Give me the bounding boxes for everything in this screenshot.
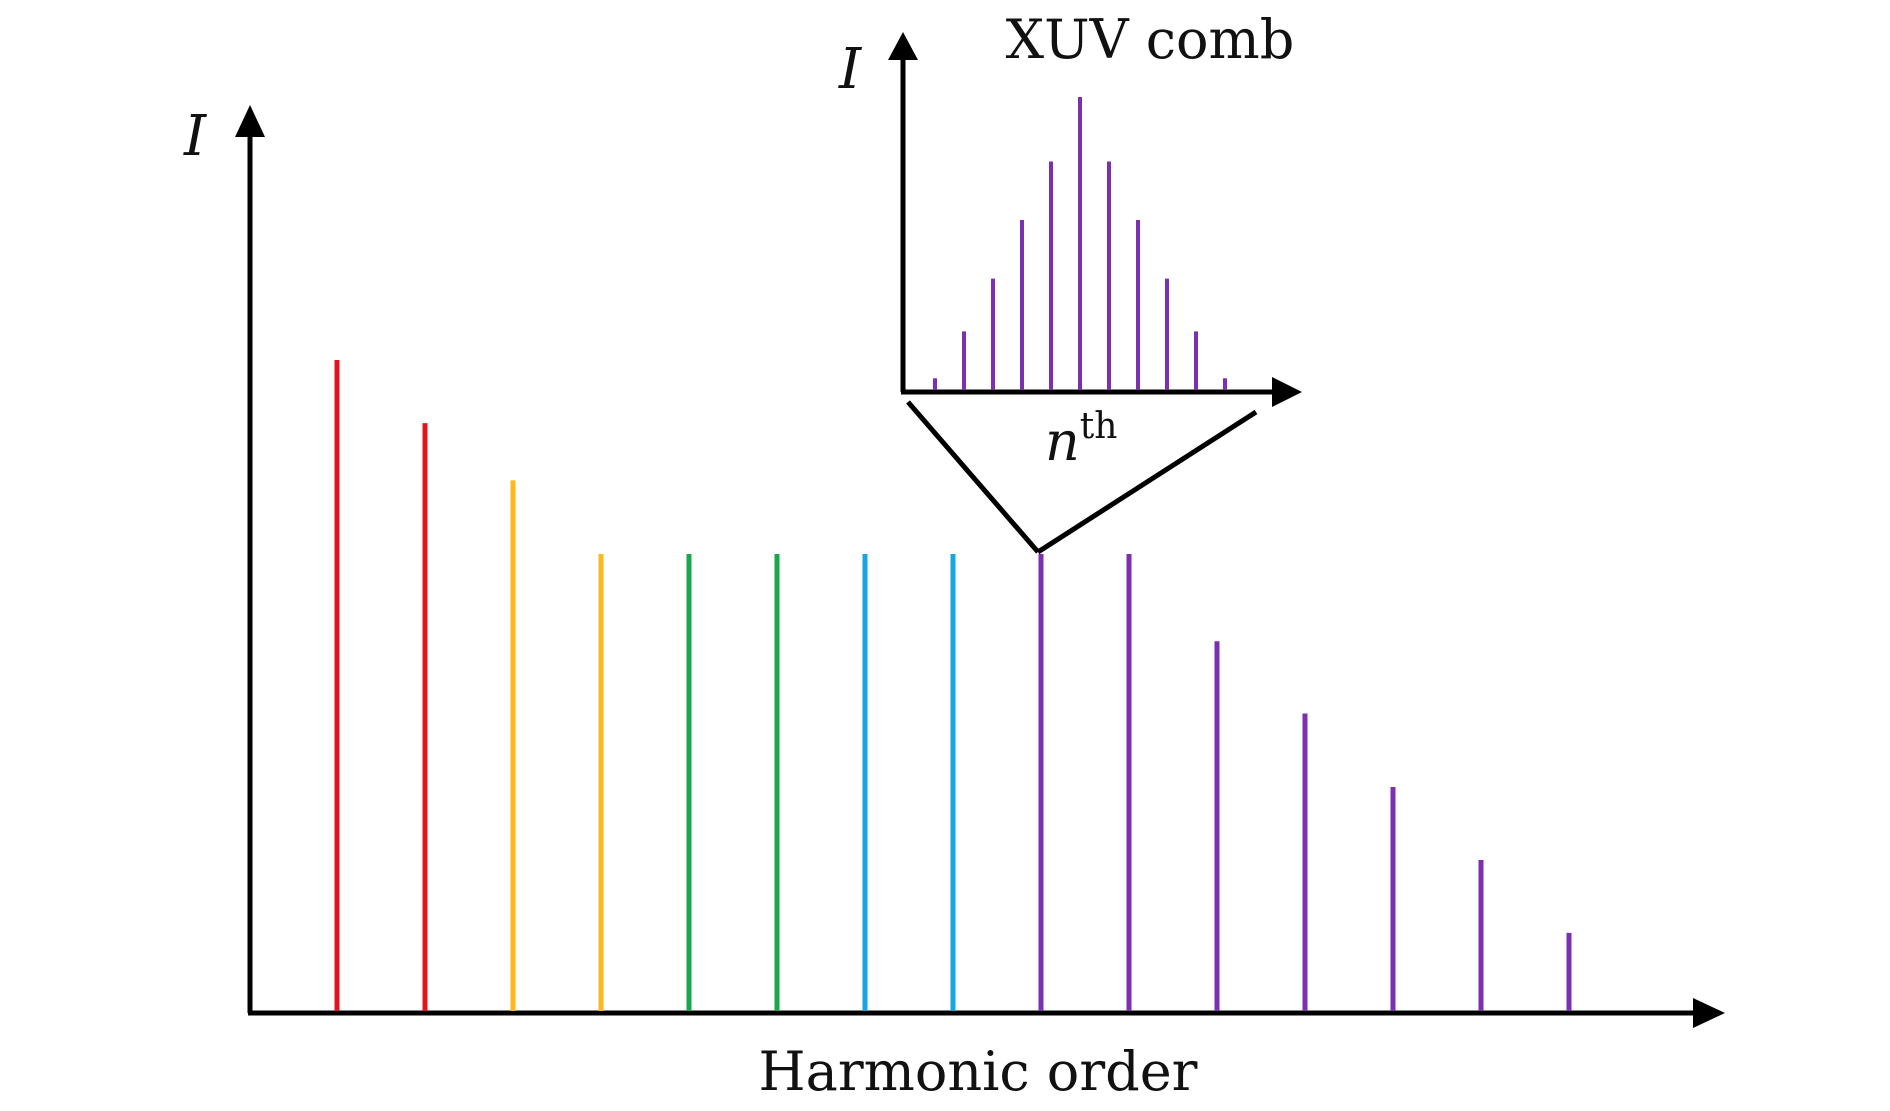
inset-bars xyxy=(933,97,1227,390)
inset-plot: XUV comb I nth xyxy=(838,8,1302,473)
inset-x-arrowhead xyxy=(1272,377,1302,407)
connector-right xyxy=(1036,409,1258,555)
main-plot: I Harmonic order xyxy=(183,104,1725,1103)
inset-y-arrowhead xyxy=(888,32,918,60)
inset-x-label-sup: th xyxy=(1080,406,1118,447)
main-x-arrowhead xyxy=(1693,998,1725,1028)
main-bars xyxy=(334,360,1572,1011)
inset-y-axis-label: I xyxy=(838,37,863,102)
inset-x-axis-label: nth xyxy=(1045,406,1117,473)
main-x-axis-label: Harmonic order xyxy=(759,1040,1198,1103)
main-y-arrowhead xyxy=(235,105,265,137)
main-y-axis-label: I xyxy=(183,104,208,169)
inset-x-label-base: n xyxy=(1045,410,1080,473)
inset-title: XUV comb xyxy=(1006,8,1295,71)
zoom-connector xyxy=(906,400,1258,555)
connector-left xyxy=(906,400,1040,554)
